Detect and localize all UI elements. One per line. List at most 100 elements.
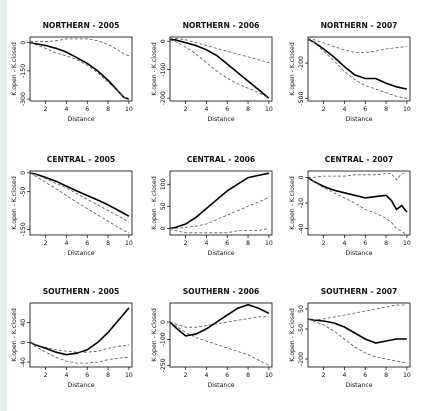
panel-title: CENTRAL - 2005: [47, 155, 115, 164]
x-tick-label: 6: [85, 240, 89, 247]
y-tick-label: -100: [160, 332, 167, 346]
x-tick-label: 10: [265, 372, 273, 379]
x-tick-label: 8: [246, 372, 250, 379]
lower-envelope-line: [30, 42, 130, 100]
y-tick-label: 100: [160, 178, 167, 190]
x-axis-label: Distance: [67, 116, 94, 123]
y-tick-label: -200: [298, 352, 305, 366]
y-axis-label: K.open - K.closed: [289, 308, 296, 362]
upper-envelope-line: [170, 197, 270, 229]
y-tick-label: -40: [20, 357, 27, 367]
y-tick-label: -50: [298, 324, 305, 334]
x-tick-label: 2: [184, 372, 188, 379]
x-tick-label: 8: [106, 240, 110, 247]
lower-envelope-line: [308, 177, 408, 235]
plot-frame: [29, 302, 133, 368]
x-tick-label: 8: [106, 372, 110, 379]
y-tick-label: -200: [298, 56, 305, 70]
panel-title: SOUTHERN - 2007: [321, 287, 398, 296]
x-axis-label: Distance: [207, 250, 234, 257]
y-tick-label: -50: [20, 187, 27, 197]
y-axis-label: K.open - K.closed: [289, 176, 296, 230]
x-tick-label: 6: [225, 372, 229, 379]
x-tick-label: 10: [403, 240, 411, 247]
upper-envelope-line: [170, 316, 269, 328]
x-tick-label: 8: [246, 106, 250, 113]
x-tick-label: 2: [44, 106, 48, 113]
y-tick-label: -20: [298, 198, 305, 208]
observed-line: [308, 176, 408, 213]
y-axis-label: K.open - K.closed: [151, 308, 158, 362]
x-tick-label: 6: [363, 372, 367, 379]
plot-frame: [29, 36, 133, 102]
x-tick-label: 4: [64, 240, 68, 247]
panel-3: NORTHERN - 2007 2 4 6 8 10 -200 -500 Distance K.o…: [289, 21, 411, 123]
panel-4: CENTRAL - 2005 2 4 6 8 10 0 -50 -150 Distance K.op…: [11, 155, 133, 257]
y-tick-label: -250: [160, 358, 167, 372]
x-tick-label: 2: [184, 106, 188, 113]
observed-line: [30, 307, 130, 356]
panel-title: CENTRAL - 2006: [187, 155, 255, 164]
panel-title: CENTRAL - 2007: [325, 155, 393, 164]
panel-title: SOUTHERN - 2005: [43, 287, 120, 296]
x-tick-label: 10: [265, 106, 273, 113]
observed-line: [170, 172, 270, 230]
x-tick-label: 8: [384, 372, 388, 379]
y-tick-label: -150: [20, 222, 27, 236]
plot-frame: [307, 170, 411, 236]
plot-frame: [29, 170, 133, 236]
x-tick-label: 2: [322, 106, 326, 113]
upper-envelope-line: [308, 304, 407, 321]
panel-8: SOUTHERN - 2006 2 4 6 8 10 0 -100 -250 Distance K.…: [151, 287, 273, 389]
y-tick-label: 0: [160, 226, 167, 230]
y-axis-label: K.open - K.closed: [11, 308, 18, 362]
upper-envelope-line: [170, 38, 270, 63]
lower-envelope-line: [170, 228, 269, 234]
x-tick-label: 4: [342, 372, 346, 379]
x-tick-label: 10: [265, 240, 273, 247]
panel-title: NORTHERN - 2005: [43, 21, 120, 30]
x-tick-label: 6: [225, 240, 229, 247]
plot-frame: [169, 302, 273, 368]
y-tick-label: 0: [160, 320, 167, 324]
lower-envelope-line: [170, 321, 270, 366]
y-tick-label: -40: [298, 223, 305, 233]
x-tick-label: 4: [342, 106, 346, 113]
upper-envelope-line: [30, 38, 130, 57]
y-tick-label: -200: [160, 91, 167, 105]
observed-line: [170, 303, 270, 337]
panel-title: SOUTHERN - 2006: [183, 287, 260, 296]
x-axis-label: Distance: [67, 382, 94, 389]
y-axis-label: K.open - K.closed: [11, 42, 18, 96]
x-tick-label: 6: [363, 240, 367, 247]
upper-envelope-line: [30, 172, 130, 223]
y-tick-label: 40: [20, 319, 27, 327]
observed-line: [30, 172, 130, 217]
left-strip: [0, 0, 7, 411]
y-axis-label: K.open - K.closed: [11, 176, 18, 230]
x-tick-label: 8: [384, 106, 388, 113]
x-tick-label: 10: [125, 240, 133, 247]
x-tick-label: 6: [85, 372, 89, 379]
upper-envelope-line: [308, 38, 407, 53]
x-tick-label: 4: [204, 106, 208, 113]
x-tick-label: 2: [184, 240, 188, 247]
upper-envelope-line: [30, 342, 129, 353]
x-tick-label: 8: [384, 240, 388, 247]
lower-envelope-line: [308, 318, 407, 364]
y-tick-label: -300: [20, 92, 27, 106]
x-tick-label: 2: [322, 240, 326, 247]
y-tick-label: 0: [20, 340, 27, 344]
x-tick-label: 2: [44, 240, 48, 247]
x-tick-label: 10: [125, 372, 133, 379]
x-axis-label: Distance: [207, 116, 234, 123]
observed-line: [30, 41, 130, 100]
panel-2: NORTHERN - 2006 2 4 6 8 10 0 -100 -200 Distance K.…: [151, 21, 273, 123]
lower-envelope-line: [308, 39, 407, 99]
panel-9: SOUTHERN - 2007 2 4 6 8 10 -200 -50 50 Distance K.…: [289, 287, 411, 389]
x-axis-label: Distance: [345, 250, 372, 257]
x-axis-label: Distance: [345, 116, 372, 123]
x-tick-label: 2: [44, 372, 48, 379]
y-tick-label: 0: [298, 175, 305, 179]
